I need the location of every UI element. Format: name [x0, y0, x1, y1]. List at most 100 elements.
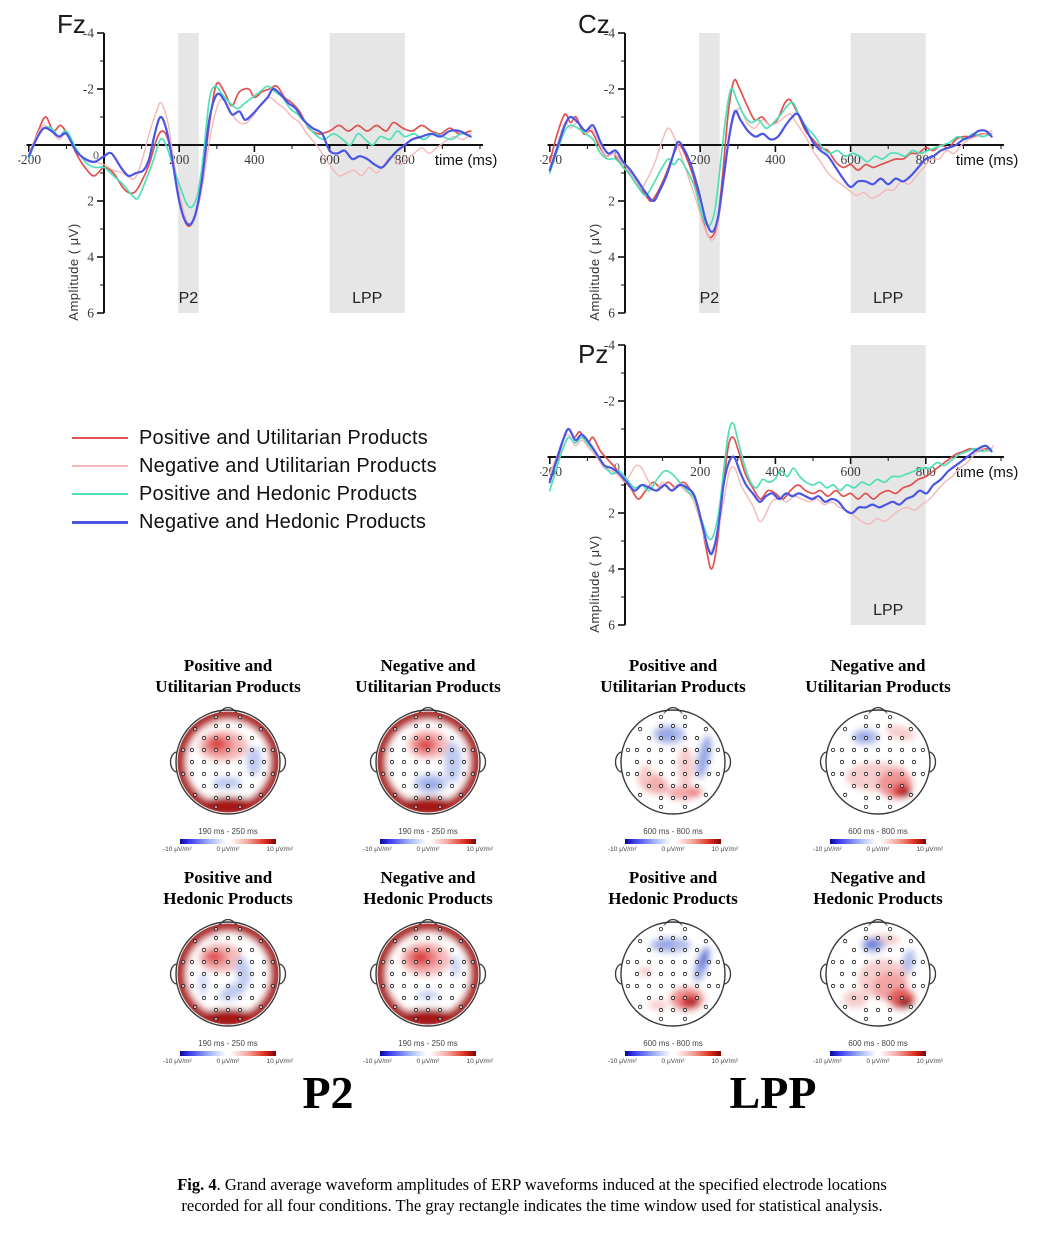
y-tick-label: 2 — [608, 506, 615, 521]
erp-plot-fz: P2 LPP -200 200 400 600 800 0 -4 -2 2 4 6 Fz time (ms)… — [18, 6, 528, 338]
window-label-p2: P2 — [179, 290, 199, 307]
x-tick-label: 400 — [244, 152, 265, 167]
colorbar-max-label: 10 μV/m² — [711, 846, 738, 854]
legend-line-swatch — [72, 465, 128, 467]
legend-item-1: Negative and Utilitarian Products — [72, 452, 437, 480]
topomap-block-lpp-negative-hedonic: Negative and Hedonic Products 600 ms - 800… — [783, 868, 973, 1068]
colorbar-zero-label: 0 μV/m² — [216, 1058, 240, 1066]
colorbar-zero-label: 0 μV/m² — [661, 846, 685, 854]
colorbar-gradient — [830, 1051, 926, 1057]
topomap-colorbar: -10 μV/m² 0 μV/m² 10 μV/m² — [608, 838, 738, 856]
legend-line-swatch — [72, 520, 128, 524]
legend-item-3: Negative and Hedonic Products — [72, 508, 437, 536]
window-label-lpp: LPP — [873, 290, 903, 307]
x-tick-label: 600 — [319, 152, 340, 167]
y-axis-label: Amplitude ( μV) — [66, 223, 81, 320]
topomap-head-lpp-negative-hedonic — [819, 919, 937, 1028]
colorbar-max-label: 10 μV/m² — [916, 1058, 943, 1066]
right-ear-outline — [479, 751, 487, 774]
x-tick-label: 400 — [765, 464, 786, 479]
topomap-title-line: Negative and — [830, 868, 926, 887]
topomap-colorbar: -10 μV/m² 0 μV/m² 10 μV/m² — [813, 1050, 943, 1068]
colorbar-gradient — [380, 839, 476, 845]
topomap-title-line: Positive and — [183, 868, 273, 887]
electrode-dots — [830, 927, 926, 1022]
topomap-title-line: Positive and — [628, 868, 718, 887]
colorbar-gradient — [380, 1051, 476, 1057]
topomap-title: Negative and Hedonic Products — [333, 868, 523, 909]
topomap-title: Negative and Utilitarian Products — [783, 656, 973, 697]
topomap-head-p2-positive-hedonic — [169, 919, 287, 1028]
head-outline — [825, 709, 931, 816]
topomap-block-p2-positive-utilitarian: Positive and Utilitarian Products 190 ms -… — [133, 656, 323, 856]
topomap-block-lpp-positive-hedonic: Positive and Hedonic Products 600 ms - 800… — [578, 868, 768, 1068]
topomap-title-line: Utilitarian Products — [600, 676, 746, 696]
nose-outline — [217, 707, 239, 715]
colorbar-min-label: -10 μV/m² — [163, 1058, 192, 1066]
legend-line-swatch — [72, 493, 128, 495]
legend-label: Negative and Utilitarian Products — [139, 454, 437, 477]
colorbar-zero-label: 0 μV/m² — [416, 1058, 440, 1066]
colorbar-gradient — [625, 1051, 721, 1057]
colorbar-max-label: 10 μV/m² — [266, 846, 293, 854]
caption-line-2: recorded for all four conditions. The gr… — [181, 1196, 883, 1216]
topomap-title-line: Negative and — [830, 656, 926, 675]
topomap-title: Positive and Utilitarian Products — [578, 656, 768, 697]
caption-line-1: Fig. 4. Grand average waveform amplitude… — [0, 1174, 1064, 1195]
colorbar-max-label: 10 μV/m² — [466, 846, 493, 854]
topomap-window-label: 600 ms - 800 ms — [848, 827, 908, 837]
waveform-pz-series-3 — [548, 427, 993, 556]
y-axis-label: Amplitude ( μV) — [587, 223, 602, 320]
topomap-head-lpp-positive-hedonic — [614, 919, 732, 1028]
waveform-fz-series-2 — [27, 85, 472, 209]
x-axis-label: time (ms) — [956, 464, 1019, 481]
colorbar-zero-label: 0 μV/m² — [416, 846, 440, 854]
topomap-title: Positive and Utilitarian Products — [133, 656, 323, 697]
head-outline — [375, 921, 481, 1028]
topomap-window-label: 190 ms - 250 ms — [398, 1039, 458, 1049]
x-axis-label: time (ms) — [956, 152, 1019, 169]
colorbar-min-label: -10 μV/m² — [608, 846, 637, 854]
analysis-window-p2 — [699, 33, 720, 313]
colorbar-zero-label: 0 μV/m² — [866, 1058, 890, 1066]
topomap-colorbar: -10 μV/m² 0 μV/m² 10 μV/m² — [363, 1050, 493, 1068]
topomap-colorbar: -10 μV/m² 0 μV/m² 10 μV/m² — [163, 838, 293, 856]
left-ear-outline — [614, 963, 622, 986]
analysis-window-p2 — [178, 33, 199, 313]
nose-outline — [417, 919, 439, 927]
head-outline — [175, 709, 281, 816]
x-tick-label: 200 — [690, 464, 711, 479]
head-outline — [825, 921, 931, 1028]
topomap-title-line: Hedonic Products — [363, 888, 493, 908]
right-ear-outline — [479, 963, 487, 986]
left-ear-outline — [819, 751, 827, 774]
topomap-title-line: Negative and — [380, 656, 476, 675]
electrode-dots — [380, 715, 476, 810]
colorbar-gradient — [180, 839, 276, 845]
topomap-colorbar: -10 μV/m² 0 μV/m² 10 μV/m² — [813, 838, 943, 856]
topomap-title: Negative and Hedonic Products — [783, 868, 973, 909]
topomap-head-p2-negative-hedonic — [369, 919, 487, 1028]
topomap-head-p2-positive-utilitarian — [169, 707, 287, 816]
colorbar-max-label: 10 μV/m² — [916, 846, 943, 854]
figure-caption: Fig. 4. Grand average waveform amplitude… — [0, 1174, 1064, 1217]
colorbar-min-label: -10 μV/m² — [363, 846, 392, 854]
legend-item-2: Positive and Hedonic Products — [72, 480, 437, 508]
topomap-head-lpp-negative-utilitarian — [819, 707, 937, 816]
topomap-title-line: Negative and — [380, 868, 476, 887]
group-label-p2: P2 — [302, 1067, 354, 1118]
y-tick-label: 6 — [608, 306, 615, 321]
topomap-title-line: Utilitarian Products — [355, 676, 501, 696]
colorbar-zero-label: 0 μV/m² — [866, 846, 890, 854]
topomap-block-lpp-negative-utilitarian: Negative and Utilitarian Products 600 ms -… — [783, 656, 973, 856]
topomap-title-line: Hedonic Products — [813, 888, 943, 908]
y-tick-label: 2 — [608, 194, 615, 209]
left-ear-outline — [614, 751, 622, 774]
waveform-fz-series-3 — [27, 87, 472, 226]
origin-label: 0 — [93, 148, 99, 162]
waveform-fz-series-1 — [28, 96, 472, 225]
